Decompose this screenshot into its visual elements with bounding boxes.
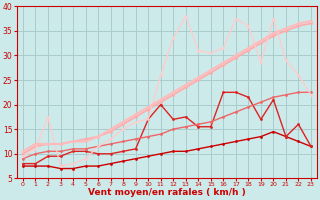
X-axis label: Vent moyen/en rafales ( km/h ): Vent moyen/en rafales ( km/h )	[88, 188, 246, 197]
